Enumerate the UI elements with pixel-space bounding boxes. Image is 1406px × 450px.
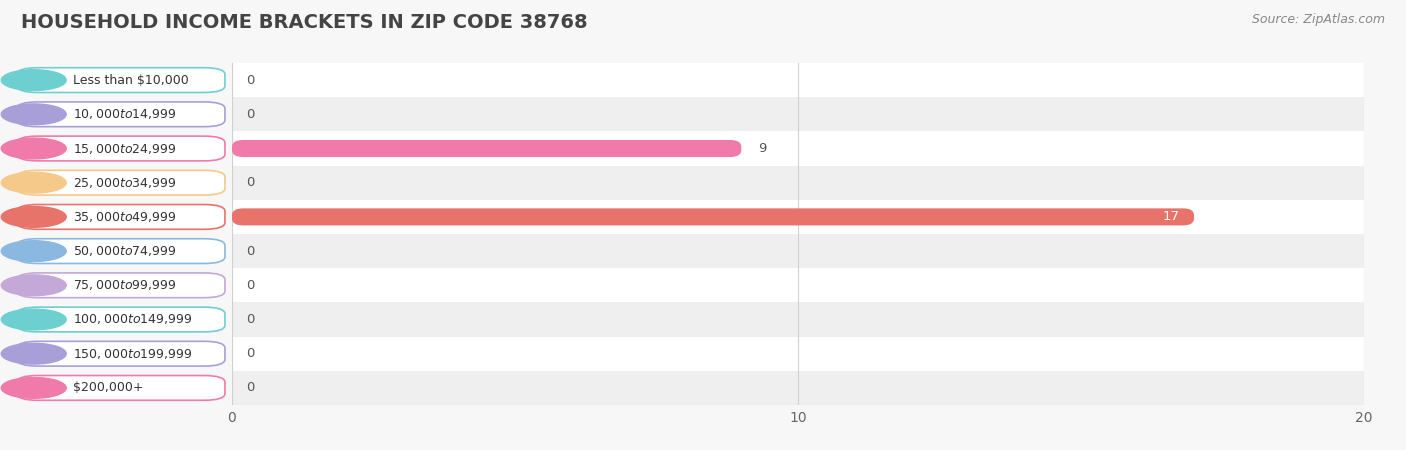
Text: 0: 0 [246,74,254,86]
Text: $150,000 to $199,999: $150,000 to $199,999 [73,346,193,361]
Text: 0: 0 [246,108,254,121]
Text: 0: 0 [246,245,254,257]
Text: $100,000 to $149,999: $100,000 to $149,999 [73,312,193,327]
Bar [232,234,1364,268]
Text: $10,000 to $14,999: $10,000 to $14,999 [73,107,177,122]
Text: 0: 0 [246,313,254,326]
Text: 0: 0 [246,279,254,292]
Text: 17: 17 [1163,211,1180,223]
Text: Less than $10,000: Less than $10,000 [73,74,188,86]
Bar [232,302,1364,337]
Text: $25,000 to $34,999: $25,000 to $34,999 [73,176,177,190]
Text: 0: 0 [246,347,254,360]
Bar [232,200,1364,234]
Text: Source: ZipAtlas.com: Source: ZipAtlas.com [1251,14,1385,27]
Bar [232,268,1364,302]
Text: 9: 9 [758,142,766,155]
Text: 0: 0 [246,176,254,189]
Text: $15,000 to $24,999: $15,000 to $24,999 [73,141,177,156]
Text: $75,000 to $99,999: $75,000 to $99,999 [73,278,177,293]
Text: 0: 0 [246,382,254,394]
Bar [232,337,1364,371]
FancyBboxPatch shape [232,140,741,157]
Bar [232,166,1364,200]
Text: $35,000 to $49,999: $35,000 to $49,999 [73,210,177,224]
Text: HOUSEHOLD INCOME BRACKETS IN ZIP CODE 38768: HOUSEHOLD INCOME BRACKETS IN ZIP CODE 38… [21,14,588,32]
Bar [232,97,1364,131]
Bar [232,63,1364,97]
Text: $50,000 to $74,999: $50,000 to $74,999 [73,244,177,258]
FancyBboxPatch shape [232,208,1194,225]
Bar [232,371,1364,405]
Text: $200,000+: $200,000+ [73,382,143,394]
Bar [232,131,1364,166]
